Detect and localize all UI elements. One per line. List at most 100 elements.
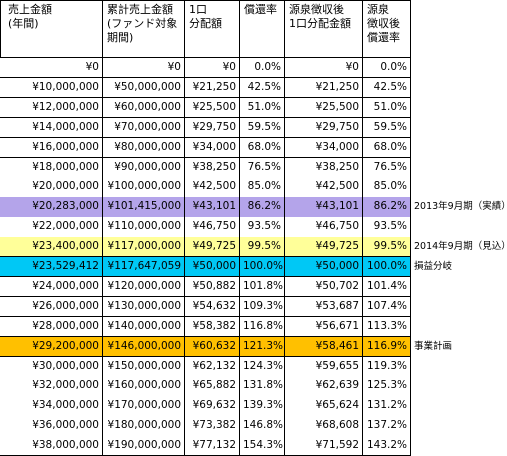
data-cell: 131.2% (363, 396, 411, 417)
data-cell: ¥0 (285, 58, 363, 79)
data-cell: ¥18,000,000 (0, 157, 103, 178)
row-note: 2014年9月期（見込） (414, 241, 507, 253)
data-cell: 0.0% (240, 58, 285, 79)
data-cell: ¥20,000,000 (0, 177, 103, 198)
data-cell: ¥50,882 (185, 276, 240, 298)
data-cell: ¥28,000,000 (0, 316, 103, 338)
data-cell: ¥58,461 (285, 336, 363, 357)
data-cell: 59.5% (240, 117, 285, 139)
data-cell: ¥70,000,000 (103, 117, 185, 139)
data-cell: ¥43,101 (185, 197, 240, 218)
data-cell: 131.8% (240, 376, 285, 397)
data-cell: ¥69,632 (185, 396, 240, 417)
data-cell: ¥0 (0, 58, 103, 79)
data-cell: 100.0% (240, 257, 285, 278)
data-cell: 85.0% (240, 177, 285, 198)
data-cell: ¥26,000,000 (0, 296, 103, 318)
data-cell: 116.8% (240, 316, 285, 338)
data-cell: 0.0% (363, 58, 411, 79)
data-cell: ¥29,750 (185, 117, 240, 139)
data-cell: ¥53,687 (285, 296, 363, 318)
data-cell: ¥16,000,000 (0, 137, 103, 158)
data-cell: 109.3% (240, 296, 285, 318)
data-cell: 51.0% (363, 97, 411, 119)
data-cell: ¥60,632 (185, 336, 240, 357)
data-cell: ¥50,702 (285, 276, 363, 298)
data-cell: ¥34,000 (285, 137, 363, 158)
data-cell: ¥20,283,000 (0, 197, 103, 218)
row-note: 事業計画 (414, 340, 453, 352)
data-cell: ¥34,000,000 (0, 396, 103, 417)
data-cell: ¥34,000 (185, 137, 240, 158)
data-cell: ¥120,000,000 (103, 276, 185, 298)
data-cell: ¥59,655 (285, 356, 363, 377)
header-cell: 源泉徴収後 1口分配金額 (285, 0, 363, 58)
data-cell: ¥160,000,000 (103, 376, 185, 397)
data-cell: ¥140,000,000 (103, 316, 185, 338)
data-cell: ¥62,639 (285, 376, 363, 397)
row-note: 損益分岐 (414, 261, 453, 272)
data-cell: 86.2% (363, 197, 411, 218)
data-cell: ¥110,000,000 (103, 217, 185, 238)
data-cell: ¥65,882 (185, 376, 240, 397)
data-cell: ¥25,500 (185, 97, 240, 119)
data-cell: 137.2% (363, 416, 411, 437)
data-cell: ¥23,400,000 (0, 237, 103, 258)
data-cell: ¥77,132 (185, 436, 240, 456)
data-cell: ¥29,750 (285, 117, 363, 139)
data-cell: ¥38,250 (285, 157, 363, 178)
header-cell: 1口 分配額 (185, 0, 240, 58)
data-cell: 124.3% (240, 356, 285, 377)
data-cell: ¥46,750 (285, 217, 363, 238)
data-cell: 51.0% (240, 97, 285, 119)
data-cell: ¥62,132 (185, 356, 240, 377)
data-cell: 154.3% (240, 436, 285, 456)
row-note: 2013年9月期（実績） (414, 201, 507, 213)
data-cell: 68.0% (240, 137, 285, 158)
data-cell: 99.5% (363, 237, 411, 258)
data-cell: ¥117,000,000 (103, 237, 185, 258)
data-cell: ¥23,529,412 (0, 257, 103, 278)
data-cell: 139.3% (240, 396, 285, 417)
data-cell: 116.9% (363, 336, 411, 357)
header-cell: 累計売上金額 (ファンド対象期間) (103, 0, 185, 58)
data-cell: ¥30,000,000 (0, 356, 103, 377)
data-cell: ¥38,250 (185, 157, 240, 178)
data-cell: 107.4% (363, 296, 411, 318)
data-cell: ¥101,415,000 (103, 197, 185, 218)
data-cell: ¥50,000 (185, 257, 240, 278)
data-cell: ¥190,000,000 (103, 436, 185, 456)
data-cell: ¥170,000,000 (103, 396, 185, 417)
data-cell: ¥25,500 (285, 97, 363, 119)
data-cell: 85.0% (363, 177, 411, 198)
data-cell: ¥73,382 (185, 416, 240, 437)
data-cell: ¥42,500 (285, 177, 363, 198)
data-cell: ¥21,250 (185, 77, 240, 99)
data-cell: ¥100,000,000 (103, 177, 185, 198)
data-cell: ¥21,250 (285, 77, 363, 99)
data-cell: 100.0% (363, 257, 411, 278)
data-cell: ¥12,000,000 (0, 97, 103, 119)
data-cell: ¥43,101 (285, 197, 363, 218)
data-cell: ¥50,000,000 (103, 77, 185, 99)
data-cell: 146.8% (240, 416, 285, 437)
data-cell: ¥49,725 (285, 237, 363, 258)
data-cell: 119.3% (363, 356, 411, 377)
data-cell: 68.0% (363, 137, 411, 158)
data-cell: 93.5% (240, 217, 285, 238)
data-cell: ¥130,000,000 (103, 296, 185, 318)
data-cell: ¥56,671 (285, 316, 363, 338)
header-cell: 源泉 徴収後 償還率 (363, 0, 411, 58)
data-cell: ¥60,000,000 (103, 97, 185, 119)
data-cell: ¥46,750 (185, 217, 240, 238)
data-cell: ¥36,000,000 (0, 416, 103, 437)
data-cell: 93.5% (363, 217, 411, 238)
data-cell: ¥54,632 (185, 296, 240, 318)
data-cell: 76.5% (363, 157, 411, 178)
header-cell: 売上金額 (年間) (0, 0, 103, 58)
data-cell: 101.4% (363, 276, 411, 298)
data-cell: ¥180,000,000 (103, 416, 185, 437)
data-cell: ¥150,000,000 (103, 356, 185, 377)
data-cell: ¥117,647,059 (103, 257, 185, 278)
